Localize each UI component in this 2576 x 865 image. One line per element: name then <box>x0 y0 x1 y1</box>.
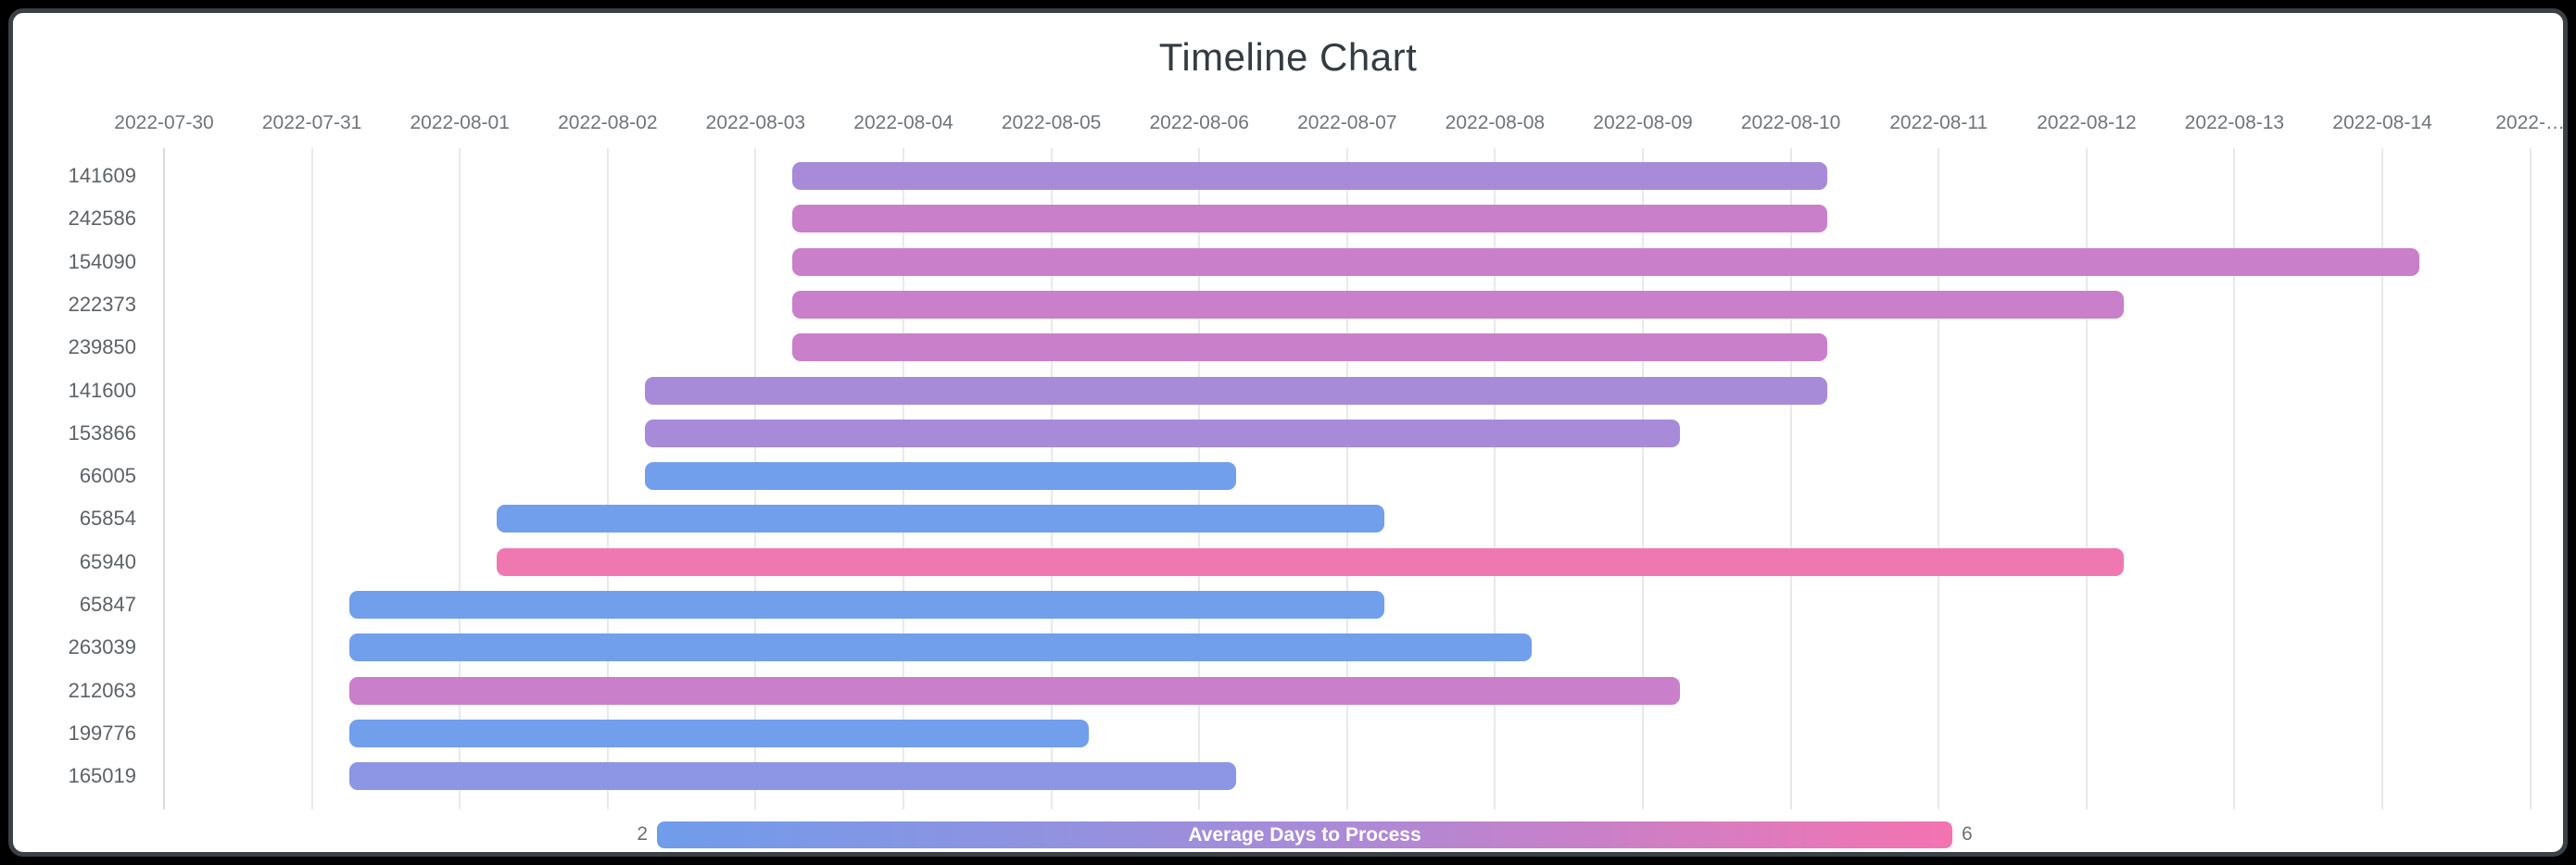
chart-card: Timeline Chart 2022-07-30 2022-07-31 2022-… <box>8 8 2568 857</box>
timeline-bar[interactable] <box>644 419 1680 447</box>
timeline-bar[interactable] <box>792 247 2419 276</box>
x-axis-tick-label: 2022-08-06 <box>1149 112 1249 133</box>
y-axis-label: 65940 <box>79 549 136 573</box>
y-axis-label: 239850 <box>68 335 136 359</box>
gridline <box>2233 148 2236 809</box>
timeline-bar[interactable] <box>348 719 1089 747</box>
x-axis-tick-label: 2022-08-02 <box>558 112 658 133</box>
legend-min-label: 2 <box>637 823 648 845</box>
timeline-bar[interactable] <box>348 762 1237 791</box>
y-axis-label: 153866 <box>68 420 136 445</box>
timeline-bar[interactable] <box>792 205 1828 233</box>
timeline-bar[interactable] <box>792 290 2124 319</box>
timeline-bar[interactable] <box>497 505 1384 533</box>
gridline <box>2085 148 2088 809</box>
gridline <box>1789 148 1792 809</box>
timeline-bar[interactable] <box>348 591 1384 619</box>
x-axis-tick-label: 2022-08-07 <box>1297 112 1397 133</box>
x-axis-tick-label: 2022-08-14 <box>2332 112 2432 133</box>
y-axis-label: 199776 <box>68 721 136 745</box>
legend-title: Average Days to Process <box>1188 823 1421 846</box>
x-axis-tick-label: 2022-… <box>2495 112 2565 133</box>
timeline-bar[interactable] <box>348 633 1533 662</box>
x-axis-tick-label: 2022-08-12 <box>2037 112 2137 133</box>
y-axis-label: 242586 <box>68 207 136 231</box>
x-axis-tick-label: 2022-08-08 <box>1445 112 1546 133</box>
timeline-bar[interactable] <box>348 676 1680 705</box>
x-axis-tick-label: 2022-07-31 <box>261 112 362 133</box>
y-axis-label: 212063 <box>68 678 136 702</box>
gridline <box>1345 148 1348 809</box>
timeline-bar[interactable] <box>792 162 1828 190</box>
gridline <box>606 148 609 809</box>
timeline-bar[interactable] <box>644 462 1237 491</box>
gridline <box>459 148 461 809</box>
x-axis-tick-label: 2022-08-03 <box>705 112 806 133</box>
x-axis-tick-label: 2022-08-05 <box>1001 112 1102 133</box>
y-axis-label: 263039 <box>68 635 136 659</box>
gridline <box>1494 148 1496 809</box>
timeline-bar[interactable] <box>792 333 1828 362</box>
timeline-bar[interactable] <box>644 376 1828 405</box>
x-axis-tick-label: 2022-07-30 <box>114 112 214 133</box>
x-axis-tick-label: 2022-08-11 <box>1889 112 1989 133</box>
gridline <box>163 148 165 809</box>
y-axis-label: 165019 <box>68 764 136 788</box>
y-axis-label: 65854 <box>79 507 136 531</box>
y-axis-label: 141600 <box>68 378 136 402</box>
gridline <box>2381 148 2383 809</box>
gridline <box>310 148 313 809</box>
gridline <box>1938 148 1940 809</box>
y-axis-label: 222373 <box>68 292 136 316</box>
legend-max-label: 6 <box>1962 823 1973 845</box>
x-axis-tick-label: 2022-08-01 <box>410 112 510 133</box>
x-axis-tick-label: 2022-08-09 <box>1593 112 1693 133</box>
x-axis-tick-label: 2022-08-10 <box>1740 112 1841 133</box>
y-axis-label: 65847 <box>79 593 136 616</box>
gridline <box>1642 148 1644 809</box>
chart-title: Timeline Chart <box>1158 35 1418 79</box>
x-axis-tick-label: 2022-08-13 <box>2184 112 2285 133</box>
gridline <box>2529 148 2532 809</box>
timeline-bar[interactable] <box>497 547 2124 576</box>
y-axis-label: 66005 <box>79 464 136 488</box>
x-axis-tick-label: 2022-08-04 <box>853 112 953 133</box>
legend-gradient-bar: Average Days to Process <box>657 821 1952 848</box>
y-axis-label: 141609 <box>68 164 136 187</box>
y-axis-label: 154090 <box>68 249 136 273</box>
